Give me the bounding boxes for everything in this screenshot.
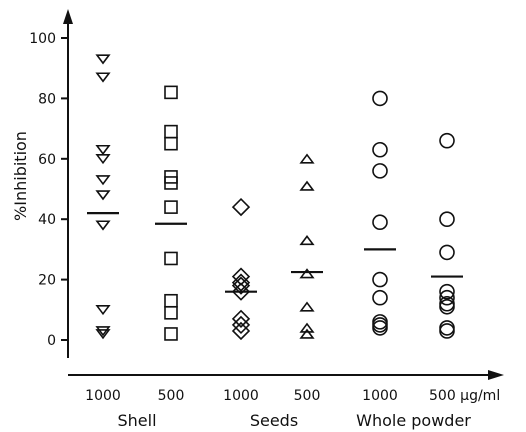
axes — [63, 9, 504, 380]
data-point-circle — [372, 320, 388, 336]
data-point-triangle-down — [95, 190, 111, 201]
x-tick-label: 1000 — [223, 388, 259, 404]
data-point-square — [164, 306, 178, 320]
y-tick-label: 80 — [38, 91, 56, 107]
data-point-triangle-down — [95, 54, 111, 65]
data-point-triangle-down — [95, 329, 111, 340]
data-point-square — [164, 251, 178, 266]
data-point-triangle-down — [95, 220, 111, 231]
data-point-circle — [372, 289, 388, 306]
y-tick-label: 60 — [38, 152, 56, 168]
y-tick-label: 0 — [47, 333, 56, 349]
data-point-triangle-up — [299, 153, 315, 164]
data-point-circle — [439, 283, 455, 300]
y-axis-arrow — [63, 9, 73, 24]
data-point-triangle-up — [299, 301, 315, 312]
data-point-triangle-up — [299, 328, 315, 339]
data-point-triangle-up — [299, 268, 315, 279]
y-tick-label: 100 — [29, 31, 56, 47]
x-tick-label: 500 — [294, 388, 321, 404]
data-point-diamond — [231, 282, 251, 301]
data-point-circle — [372, 90, 388, 107]
data-point-circle — [439, 132, 455, 149]
y-ticks: 0 20 40 60 80 100 — [29, 31, 68, 349]
x-ticks: 1000 500 1000 500 1000 500 µg/ml — [85, 388, 500, 404]
data-point-diamond — [231, 315, 251, 335]
group-label: Whole powder — [356, 411, 471, 430]
data-point-triangle-down — [95, 326, 111, 337]
data-point-triangle-up — [299, 235, 315, 246]
data-point-triangle-up — [299, 180, 315, 191]
data-point-triangle-up — [299, 322, 315, 333]
data-point-triangle-down — [95, 144, 111, 156]
x-tick-label: 500 — [158, 388, 185, 404]
data-point-triangle-down — [95, 72, 111, 83]
data-point-circle — [372, 163, 388, 179]
group-labels: Shell Seeds Whole powder — [117, 411, 471, 430]
y-axis-title: %Inhibition — [11, 131, 30, 221]
y-tick-label: 20 — [38, 273, 56, 289]
data-point-diamond — [231, 197, 251, 217]
x-axis-arrow — [488, 370, 504, 380]
data-point-circle — [439, 323, 455, 339]
data-point-diamond — [231, 309, 251, 328]
data-point-triangle-down — [95, 154, 111, 165]
data-point-triangle-down — [95, 304, 111, 316]
data-point-square — [164, 85, 178, 100]
data-point-circle — [372, 271, 388, 288]
data-point-circle — [439, 320, 455, 336]
data-point-square — [164, 176, 178, 190]
x-tick-label: 500 µg/ml — [429, 388, 500, 404]
data-point-circle — [439, 211, 455, 227]
group-label: Seeds — [250, 411, 298, 430]
data-point-circle — [372, 141, 388, 158]
data-point-circle — [372, 214, 388, 231]
data-point-square — [164, 124, 178, 139]
data-point-square — [164, 293, 178, 308]
data-point-diamond — [231, 321, 251, 341]
x-tick-label: 1000 — [85, 388, 121, 404]
data-point-circle — [439, 298, 455, 315]
data-point-square — [164, 200, 178, 214]
y-tick-label: 40 — [38, 212, 56, 228]
data-point-circle — [439, 289, 455, 306]
group-label: Shell — [117, 411, 156, 430]
data-marks — [87, 54, 463, 341]
data-point-circle — [439, 244, 455, 261]
data-point-triangle-down — [95, 175, 111, 186]
data-point-square — [164, 327, 178, 341]
data-point-diamond — [231, 276, 251, 295]
data-point-square — [164, 136, 178, 151]
data-point-circle — [372, 317, 388, 333]
x-tick-label: 1000 — [362, 388, 398, 404]
